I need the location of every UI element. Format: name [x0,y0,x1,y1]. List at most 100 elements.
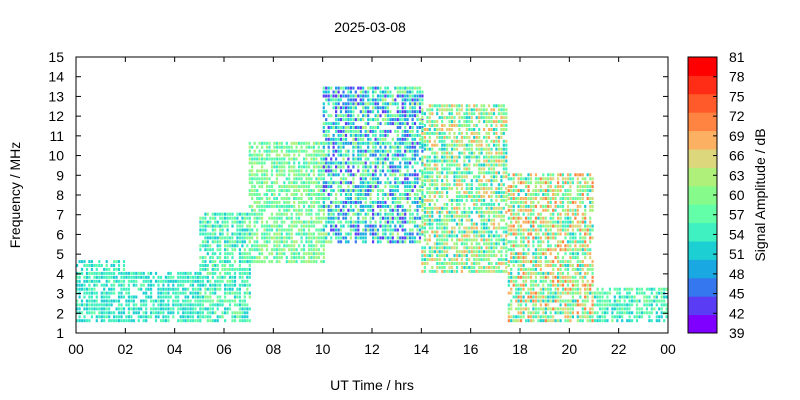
heat-cell [399,161,402,165]
heat-cell [357,228,360,232]
heat-cell [280,240,283,244]
heat-cell [374,90,377,94]
heat-cell [152,303,155,307]
heat-cell [557,232,560,236]
heat-cell [283,173,286,177]
heat-cell [347,141,350,145]
heat-cell [520,267,523,271]
heat-cell [88,287,91,291]
heat-cell [214,319,217,323]
heat-cell [342,153,345,157]
heat-cell [561,264,565,267]
heat-cell [273,248,276,252]
heat-cell [226,271,229,275]
heat-cell [298,244,301,248]
heat-cell [507,248,510,252]
heat-cell [438,210,441,214]
heat-cell [248,177,251,181]
heat-cell [458,195,461,198]
heat-cell [88,295,91,299]
heat-cell [576,319,579,323]
heat-cell [579,244,582,248]
heat-cell [453,210,456,214]
heat-cell [204,220,207,224]
heat-cell [529,291,533,295]
heat-cell [502,104,505,108]
heat-cell [295,212,298,216]
heat-cell [539,256,542,260]
heat-cell [305,212,308,216]
heat-cell [468,135,471,139]
heat-cell [349,169,352,173]
heat-cell [559,248,562,252]
heat-cell [431,171,434,175]
heat-cell [453,226,456,230]
heat-cell [534,260,537,264]
heat-cell [438,191,441,195]
heat-cell [359,181,362,185]
heat-cell [547,232,550,236]
heat-cell [564,260,567,264]
heat-cell [145,311,148,315]
heat-cell [307,212,311,216]
heat-cell [322,256,325,260]
heat-cell [285,256,288,260]
heat-cell [391,102,394,106]
heat-cell [93,299,96,303]
heat-cell [201,299,204,303]
heat-cell [581,185,584,189]
heat-cell [344,212,348,216]
heat-cell [547,220,550,224]
heat-cell [354,173,357,177]
heat-cell [527,197,530,200]
heat-cell [446,135,449,139]
heat-cell [492,167,496,171]
heat-cell [298,169,301,173]
heat-cell [483,147,486,151]
heat-cell [487,155,491,159]
heat-cell [534,256,537,260]
heat-cell [275,228,278,232]
heat-cell [574,283,577,287]
heat-cell [483,230,486,234]
heat-cell [544,275,547,279]
heat-cell [258,200,261,204]
heat-cell [332,232,335,236]
heat-cell [253,212,256,216]
heat-cell [302,149,306,153]
heat-cell [547,228,550,232]
heat-cell [581,220,584,224]
heat-cell [228,271,232,275]
heat-cell [423,198,426,202]
heat-cell [246,260,249,264]
heat-cell [132,279,135,283]
heat-cell [406,193,409,196]
heat-cell [300,200,303,204]
heat-cell [534,267,537,271]
heat-cell [544,315,547,319]
heat-cell [443,167,446,171]
heat-cell [275,177,278,181]
heat-cell [520,295,523,299]
heat-cell [386,90,389,94]
heat-cell [441,135,444,139]
heat-cell [399,212,402,216]
heat-cell [520,311,523,315]
heat-cell [369,118,372,122]
heat-cell [561,271,565,275]
heat-cell [83,303,86,307]
heat-cell [389,224,392,228]
heat-cell [455,104,459,108]
heat-cell [527,181,530,185]
heat-cell [204,232,207,236]
heat-cell [507,303,510,307]
heat-cell [441,242,444,246]
heat-cell [490,206,493,210]
heat-cell [265,224,269,228]
heat-cell [409,204,412,208]
heat-cell [497,151,500,155]
heat-cell [487,195,491,198]
heat-cell [150,311,153,315]
heat-cell [372,161,375,165]
heat-cell [307,165,311,169]
